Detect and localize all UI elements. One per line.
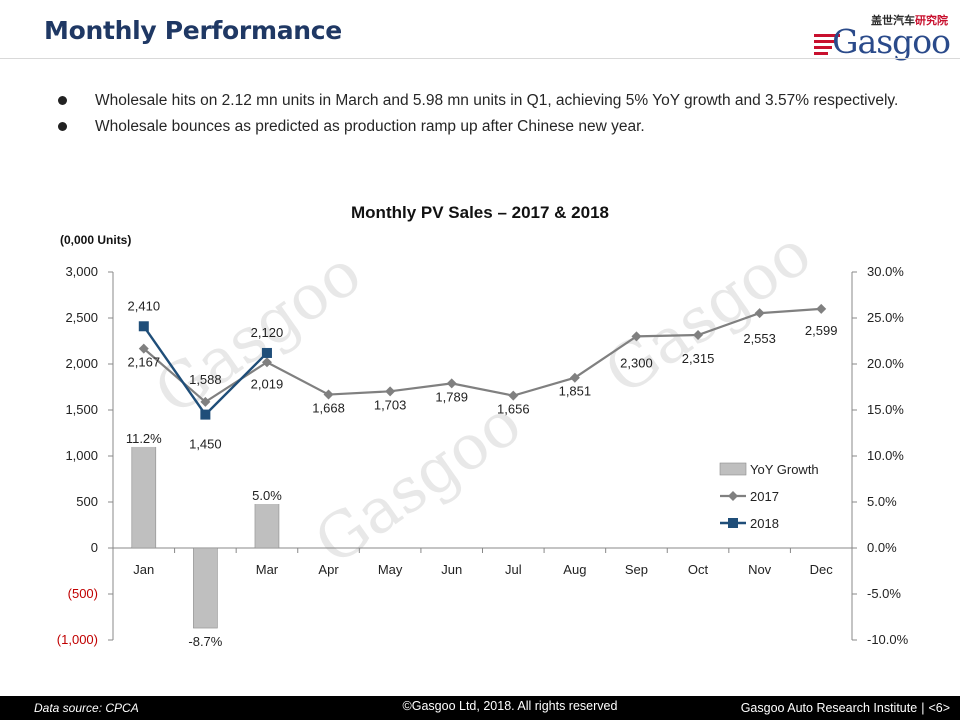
page-number: <6>: [928, 701, 950, 715]
y2-tick-label: 5.0%: [867, 494, 897, 509]
footer-institute: Gasgoo Auto Research Institute | <6>: [740, 701, 950, 715]
x-tick-label: Jan: [133, 562, 154, 577]
footer-bar: Data source: CPCA ©Gasgoo Ltd, 2018. All…: [0, 696, 960, 720]
yoy-growth-bar: [131, 444, 157, 549]
chart-title: Monthly PV Sales – 2017 & 2018: [351, 203, 609, 222]
series-2017-point: [693, 330, 704, 341]
legend-swatch-yoy: [719, 462, 747, 476]
series-2017-line: [143, 307, 822, 404]
y-tick-label: 3,000: [65, 264, 98, 279]
yoy-growth-label: 11.2%: [126, 431, 162, 446]
series-2017-point: [138, 343, 149, 354]
legend-marker-2017: [728, 491, 738, 501]
title-divider: [0, 58, 960, 59]
x-tick-label: May: [378, 562, 403, 577]
series-2017-label: 1,656: [497, 402, 530, 417]
legend-label-yoy: YoY Growth: [750, 462, 819, 477]
bullet-item: Wholesale hits on 2.12 mn units in March…: [58, 88, 910, 114]
x-tick-label: Apr: [318, 562, 339, 577]
monthly-pv-sales-chart: GasgooGasgooGasgoo3,0002,5002,0001,5001,…: [57, 216, 909, 651]
bullet-text: Wholesale bounces as predicted as produc…: [95, 118, 645, 135]
series-2017-label: 2,599: [805, 323, 838, 338]
legend-label-2017: 2017: [750, 489, 779, 504]
bullet-text: Wholesale hits on 2.12 mn units in March…: [95, 92, 899, 109]
logo-stripes-icon: [814, 34, 844, 56]
series-2018-point: [261, 347, 272, 358]
y2-tick-label: -5.0%: [867, 586, 901, 601]
y2-tick-label: 10.0%: [867, 448, 904, 463]
series-2017-label: 2,019: [251, 376, 284, 391]
series-2017-label: 2,553: [743, 331, 776, 346]
x-tick-label: Sep: [625, 562, 648, 577]
series-2017-label: 1,588: [189, 372, 222, 387]
y2-tick-label: 25.0%: [867, 310, 904, 325]
series-2018-label: 2,410: [128, 298, 161, 313]
y-tick-label: 0: [91, 540, 98, 555]
y-tick-label: 1,000: [65, 448, 98, 463]
legend-label-2018: 2018: [750, 516, 779, 531]
y-axis-units-label: (0,000 Units): [60, 233, 132, 247]
series-2017-label: 2,167: [128, 355, 161, 370]
yoy-growth-bar: [193, 547, 218, 629]
x-tick-label: Nov: [748, 562, 772, 577]
footer-copyright: ©Gasgoo Ltd, 2018. All rights reserved: [402, 699, 618, 713]
series-2017-point: [816, 303, 827, 314]
series-2017-point: [200, 396, 211, 407]
y-tick-label: 1,500: [65, 402, 98, 417]
bullet-list: Wholesale hits on 2.12 mn units in March…: [58, 88, 910, 140]
series-2017-point: [508, 390, 519, 401]
series-2018-point: [200, 409, 211, 420]
y2-tick-label: 20.0%: [867, 356, 904, 371]
y-tick-label: (1,000): [57, 632, 98, 647]
watermark: Gasgoo: [591, 216, 823, 409]
yoy-growth-label: 5.0%: [252, 488, 282, 503]
x-tick-label: Oct: [688, 562, 709, 577]
logo-wordmark: Gasgoo: [832, 22, 951, 61]
yoy-growth-label: -8.7%: [188, 634, 222, 649]
page-title: Monthly Performance: [44, 16, 342, 45]
x-tick-label: Dec: [810, 562, 834, 577]
gasgoo-logo: 盖世汽车研究院 Gasgoo: [812, 12, 952, 61]
y2-tick-label: 0.0%: [867, 540, 897, 555]
series-2017-label: 2,300: [620, 355, 653, 370]
y-tick-label: 500: [76, 494, 98, 509]
bullet-item: Wholesale bounces as predicted as produc…: [58, 114, 910, 140]
series-2017-point: [385, 386, 396, 397]
series-2017-point: [754, 308, 765, 319]
logo-chinese-text: 盖世汽车研究院: [871, 14, 948, 27]
series-2018-label: 1,450: [189, 437, 222, 452]
series-2017-point: [261, 357, 272, 368]
y-tick-label: 2,000: [65, 356, 98, 371]
bar-label-bg: [121, 428, 166, 447]
x-tick-label: Jul: [505, 562, 522, 577]
bar-label-bg: [183, 632, 228, 651]
y2-tick-label: 30.0%: [867, 264, 904, 279]
series-2017-label: 1,789: [435, 389, 468, 404]
series-2017-point: [569, 372, 580, 383]
y-tick-label: 2,500: [65, 310, 98, 325]
y2-tick-label: 15.0%: [867, 402, 904, 417]
series-2017-point: [446, 378, 457, 389]
x-tick-label: Aug: [563, 562, 586, 577]
series-2018-point: [138, 321, 149, 332]
series-2017-label: 1,703: [374, 397, 407, 412]
series-2017-label: 1,851: [559, 384, 592, 399]
x-tick-label: Mar: [256, 562, 279, 577]
bullet-dot-icon: [58, 122, 67, 131]
legend-marker-2018: [728, 518, 738, 528]
series-2017-label: 1,668: [312, 401, 345, 416]
series-2017-point: [323, 389, 334, 400]
footer-source: Data source: CPCA: [34, 701, 139, 715]
yoy-growth-bar: [254, 501, 280, 549]
series-2017-label: 2,315: [682, 351, 715, 366]
bar-label-bg: [244, 486, 289, 504]
y-tick-label: (500): [68, 586, 98, 601]
series-2018-label: 2,120: [251, 325, 284, 340]
series-2017-point: [631, 331, 642, 342]
bullet-dot-icon: [58, 96, 67, 105]
x-tick-label: Jun: [441, 562, 462, 577]
y2-tick-label: -10.0%: [867, 632, 909, 647]
